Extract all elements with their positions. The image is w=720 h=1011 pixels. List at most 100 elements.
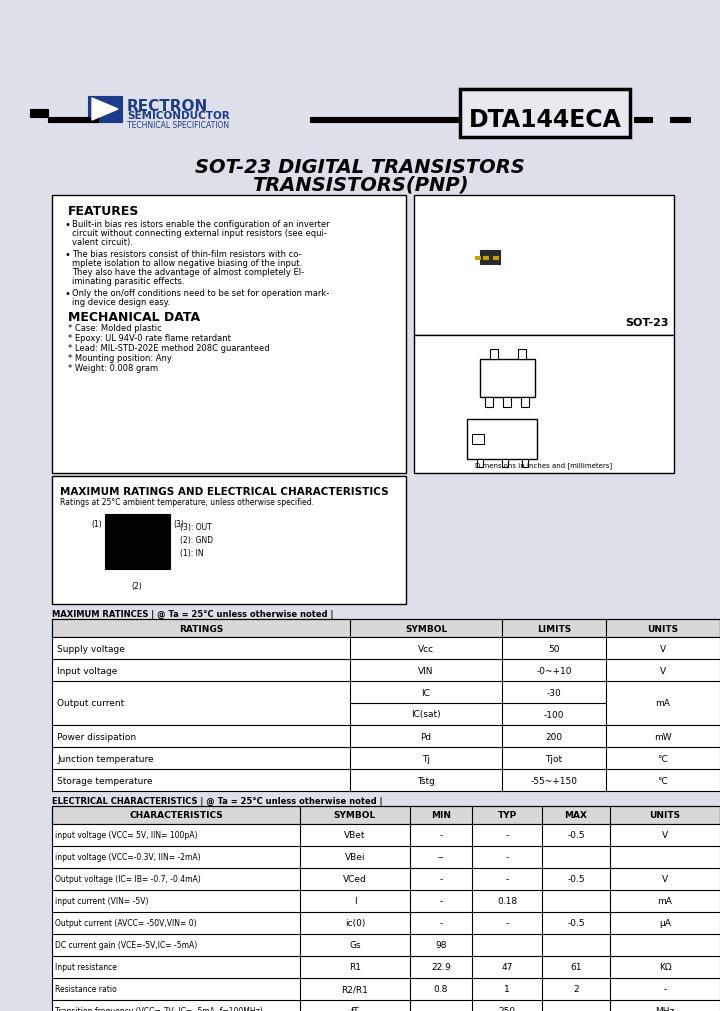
Bar — [310, 118, 458, 123]
Bar — [30, 110, 48, 118]
Text: -100: -100 — [544, 710, 564, 719]
Text: TYP: TYP — [498, 811, 517, 820]
Bar — [475, 257, 480, 260]
Text: * Lead: MIL-STD-202E method 208C guaranteed: * Lead: MIL-STD-202E method 208C guarant… — [68, 344, 269, 353]
Text: Tjot: Tjot — [546, 754, 562, 762]
Text: mW: mW — [654, 732, 672, 741]
Bar — [52, 196, 406, 473]
Bar — [52, 806, 720, 824]
Text: -30: -30 — [546, 687, 562, 697]
Text: V: V — [660, 666, 666, 674]
Bar — [52, 637, 720, 659]
Bar — [414, 336, 674, 473]
Text: input current (VIN= -5V): input current (VIN= -5V) — [55, 897, 148, 906]
Text: °C: °C — [657, 754, 668, 762]
Text: °C: °C — [657, 775, 668, 785]
Text: MAXIMUM RATINGS AND ELECTRICAL CHARACTERISTICS: MAXIMUM RATINGS AND ELECTRICAL CHARACTER… — [60, 486, 389, 496]
Bar — [518, 350, 526, 360]
Text: VBet: VBet — [344, 831, 366, 840]
Text: CHARACTERISTICS: CHARACTERISTICS — [129, 811, 223, 820]
Text: Tj: Tj — [422, 754, 430, 762]
Text: MAXIMUM RATINCES | @ Ta = 25°C unless otherwise noted |: MAXIMUM RATINCES | @ Ta = 25°C unless ot… — [52, 610, 333, 619]
Text: Input resistance: Input resistance — [55, 962, 117, 972]
Text: * Mounting position: Any: * Mounting position: Any — [68, 354, 172, 363]
Bar — [480, 360, 535, 397]
Text: V: V — [662, 831, 668, 840]
Bar — [52, 725, 720, 747]
Text: Gs: Gs — [349, 940, 361, 949]
Bar — [485, 397, 493, 407]
Bar — [52, 476, 406, 605]
Text: DC current gain (VCE=-5V,IC= -5mA): DC current gain (VCE=-5V,IC= -5mA) — [55, 940, 197, 949]
Text: 98: 98 — [436, 940, 446, 949]
Text: input voltage (VCC=-0.3V, IIN= -2mA): input voltage (VCC=-0.3V, IIN= -2mA) — [55, 852, 201, 861]
Bar — [52, 620, 720, 637]
Text: (1): (1) — [91, 520, 102, 529]
Text: DTA144ECA: DTA144ECA — [469, 108, 621, 131]
Text: -0~+10: -0~+10 — [536, 666, 572, 674]
Text: circuit without connecting external input resistors (see equi-: circuit without connecting external inpu… — [72, 228, 327, 238]
Text: ic(0): ic(0) — [345, 919, 365, 927]
Text: Junction temperature: Junction temperature — [57, 754, 153, 762]
Text: Output voltage (IC= IB= -0.7, -0.4mA): Output voltage (IC= IB= -0.7, -0.4mA) — [55, 875, 201, 884]
Text: MAX: MAX — [564, 811, 588, 820]
Text: Built-in bias res istors enable the configuration of an inverter: Built-in bias res istors enable the conf… — [72, 219, 330, 228]
Text: SYMBOL: SYMBOL — [334, 811, 376, 820]
Text: Pd: Pd — [420, 732, 431, 741]
Text: VCed: VCed — [343, 875, 367, 884]
Bar — [52, 747, 720, 769]
Text: -0.5: -0.5 — [567, 875, 585, 884]
Text: Output current (AVCC= -50V,VIN= 0): Output current (AVCC= -50V,VIN= 0) — [55, 919, 197, 927]
Text: Storage temperature: Storage temperature — [57, 775, 153, 785]
Text: Input voltage: Input voltage — [57, 666, 117, 674]
Text: 61: 61 — [570, 962, 582, 972]
Text: 2: 2 — [573, 985, 579, 994]
Text: MHz: MHz — [655, 1007, 675, 1011]
Text: Output current: Output current — [57, 699, 125, 708]
Text: They also have the advantage of almost completely El-: They also have the advantage of almost c… — [72, 268, 304, 277]
Text: TECHNICAL SPECIFICATION: TECHNICAL SPECIFICATION — [127, 121, 229, 129]
Text: R1: R1 — [349, 962, 361, 972]
Text: --: -- — [438, 852, 444, 861]
Text: MIN: MIN — [431, 811, 451, 820]
Text: D mensions in inches and [millimeters]: D mensions in inches and [millimeters] — [475, 462, 613, 468]
Bar — [477, 460, 483, 467]
Text: input voltage (VCC= 5V, IIN= 100pA): input voltage (VCC= 5V, IIN= 100pA) — [55, 831, 197, 840]
Text: (2): (2) — [132, 581, 143, 590]
Text: ELECTRICAL CHARACTERISTICS | @ Ta = 25°C unless otherwise noted |: ELECTRICAL CHARACTERISTICS | @ Ta = 25°C… — [52, 797, 382, 806]
Text: 200: 200 — [546, 732, 562, 741]
Bar — [52, 934, 720, 956]
Bar — [503, 397, 511, 407]
Text: VIN: VIN — [418, 666, 433, 674]
Text: SOT-23 DIGITAL TRANSISTORS: SOT-23 DIGITAL TRANSISTORS — [195, 158, 525, 177]
Text: Resistance ratio: Resistance ratio — [55, 985, 117, 994]
Bar — [414, 196, 674, 336]
Text: 0.18: 0.18 — [497, 897, 517, 906]
Text: VBei: VBei — [345, 852, 365, 861]
Text: Tstg: Tstg — [417, 775, 435, 785]
Bar — [467, 420, 537, 460]
Bar — [634, 118, 652, 123]
Text: mA: mA — [656, 699, 670, 708]
Text: I: I — [354, 897, 356, 906]
Text: mplete isolation to allow negative biasing of the input.: mplete isolation to allow negative biasi… — [72, 259, 302, 268]
Text: •: • — [64, 219, 70, 229]
Text: RATINGS: RATINGS — [179, 624, 223, 633]
Bar — [52, 681, 720, 725]
Text: -: - — [663, 985, 667, 994]
Text: -: - — [505, 919, 508, 927]
Text: -: - — [439, 831, 443, 840]
Bar — [472, 435, 484, 445]
Text: SYMBOL: SYMBOL — [405, 624, 447, 633]
Text: IC(sat): IC(sat) — [411, 710, 441, 719]
Bar — [52, 659, 720, 681]
Text: 47: 47 — [501, 962, 513, 972]
Text: Supply voltage: Supply voltage — [57, 644, 125, 653]
Text: IC: IC — [422, 687, 431, 697]
Text: -: - — [439, 1007, 443, 1011]
Text: * Epoxy: UL 94V-0 rate flame retardant: * Epoxy: UL 94V-0 rate flame retardant — [68, 334, 231, 343]
Bar — [522, 460, 528, 467]
Bar — [490, 350, 498, 360]
Text: Transition frequency (VCC=-7V, IC= -5mA, f=100MHz): Transition frequency (VCC=-7V, IC= -5mA,… — [55, 1007, 263, 1011]
Text: 50: 50 — [548, 644, 559, 653]
